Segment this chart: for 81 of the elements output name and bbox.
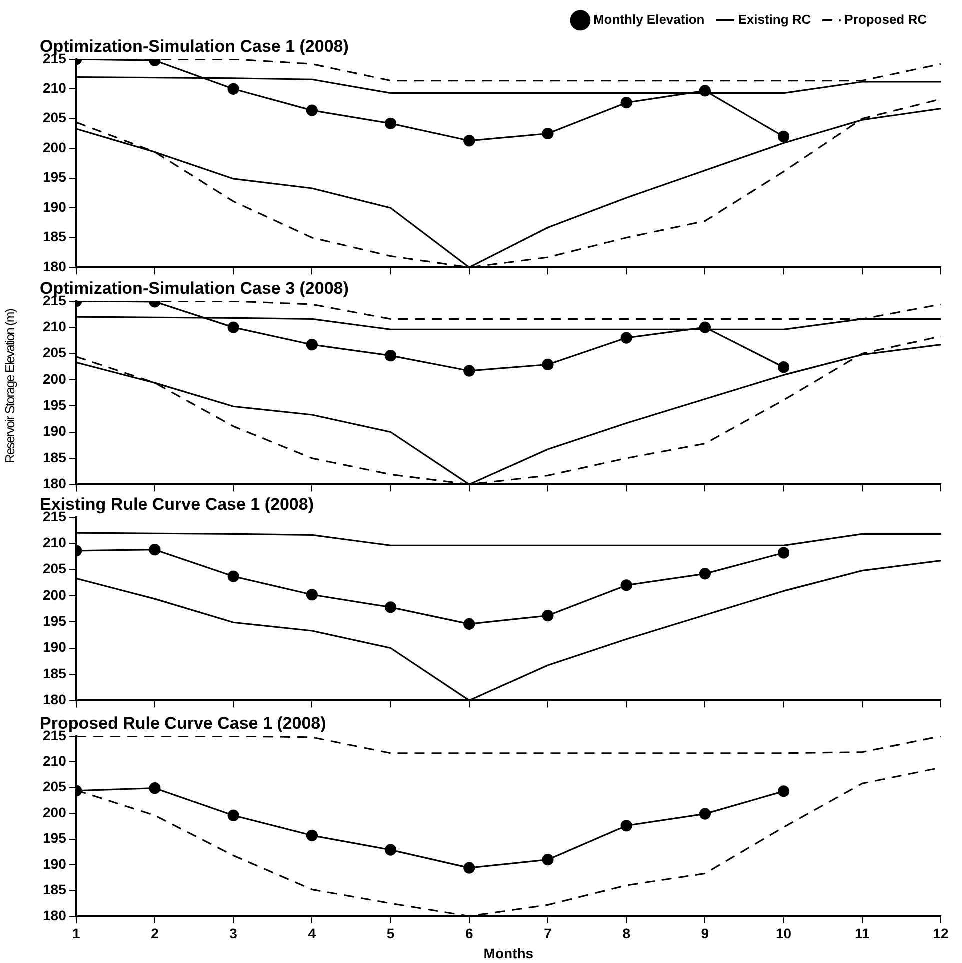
x-tick-label: 4 [308, 926, 316, 942]
legend-label: Proposed RC [844, 12, 928, 28]
point [306, 339, 318, 351]
y-axis-title: Reservoir Storage Elevation (m) [2, 308, 18, 466]
point [464, 135, 476, 147]
point [542, 610, 554, 622]
y-tick-label: 195 [43, 612, 67, 629]
point [620, 97, 632, 109]
x-tick-label: 2 [151, 926, 160, 942]
point [778, 547, 790, 559]
x-tick-label: 5 [386, 926, 395, 942]
point [542, 128, 554, 140]
y-tick-label: 205 [43, 778, 67, 795]
x-tick-label: 8 [622, 926, 631, 942]
y-tick-label: 200 [43, 586, 67, 603]
x-tick-label: 9 [701, 926, 710, 942]
x-tick-label: 10 [776, 926, 792, 942]
x-tick-label: 3 [230, 926, 238, 942]
y-tick-label: 190 [43, 198, 67, 215]
point [620, 580, 632, 592]
y-tick-label: 210 [43, 752, 67, 769]
y-tick-label: 200 [43, 804, 67, 820]
point [306, 830, 318, 842]
y-tick-label: 190 [43, 856, 67, 872]
point [778, 130, 790, 143]
legend-label: Monthly Elevation [593, 12, 705, 28]
y-tick-label: 205 [43, 560, 67, 577]
point [384, 844, 397, 856]
point [464, 365, 476, 377]
x-tick-label: 11 [854, 926, 870, 942]
point [306, 104, 318, 116]
y-tick-label: 210 [43, 534, 67, 550]
y-tick-label: 205 [43, 110, 67, 126]
y-tick-label: 190 [43, 639, 67, 656]
y-tick-label: 200 [43, 370, 67, 387]
point [384, 350, 397, 362]
point [228, 322, 240, 334]
chart-title: Existing Rule Curve Case 1 (2008) [40, 494, 314, 514]
x-tick-label: 6 [465, 926, 474, 942]
y-tick-label: 180 [43, 907, 67, 924]
y-tick-label: 180 [43, 258, 67, 274]
point [228, 810, 240, 822]
y-tick-label: 180 [43, 691, 67, 708]
y-tick-label: 210 [43, 80, 67, 96]
point [228, 83, 240, 95]
point [542, 854, 554, 866]
point [542, 358, 554, 371]
y-tick-label: 185 [43, 449, 67, 466]
point [699, 85, 711, 97]
y-tick-label: 200 [43, 139, 67, 156]
x-tick-label: 1 [72, 926, 80, 942]
point [384, 118, 397, 130]
y-tick-label: 185 [43, 228, 67, 245]
x-tick-label: 12 [933, 926, 949, 942]
legend-label: Existing RC [738, 12, 812, 28]
point [149, 544, 161, 556]
point [778, 362, 790, 374]
point [699, 322, 711, 334]
point [464, 618, 476, 630]
point [620, 332, 632, 344]
y-tick-label: 210 [43, 318, 67, 334]
x-axis-title: Months [484, 945, 534, 962]
y-tick-label: 190 [43, 423, 67, 440]
point [778, 786, 790, 798]
point [149, 782, 161, 794]
x-tick-label: 7 [544, 926, 552, 942]
y-tick-label: 185 [43, 882, 67, 898]
point [620, 820, 632, 832]
y-tick-label: 195 [43, 830, 67, 846]
y-tick-label: 180 [43, 475, 67, 492]
chart-title: Proposed Rule Curve Case 1 (2008) [40, 714, 326, 733]
point [699, 808, 711, 820]
point [699, 568, 711, 580]
point [384, 602, 397, 614]
point [464, 862, 476, 874]
y-tick-label: 195 [43, 169, 67, 186]
y-tick-label: 205 [43, 344, 67, 361]
y-tick-label: 185 [43, 665, 67, 682]
point [228, 570, 240, 582]
point [306, 589, 318, 601]
y-tick-label: 195 [43, 396, 67, 413]
